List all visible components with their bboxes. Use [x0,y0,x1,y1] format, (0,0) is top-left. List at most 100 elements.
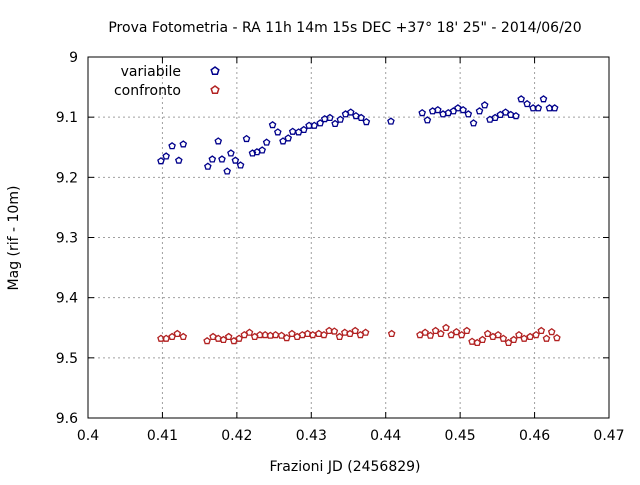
data-point-variabile [162,152,170,160]
data-point-confronto [483,329,492,338]
data-point-confronto [468,337,476,345]
data-point-confronto [431,326,440,335]
x-tick-label: 0.42 [221,428,252,444]
data-point-variabile [168,142,176,150]
data-point-variabile [284,134,293,142]
data-point-variabile [469,119,478,127]
data-point-confronto [509,335,518,344]
data-point-variabile [534,104,543,112]
data-point-confronto [532,330,540,339]
data-point-variabile [157,157,165,165]
data-point-confronto [214,334,223,342]
data-point-variabile [480,101,489,109]
data-point-confronto [173,329,182,338]
data-point-confronto [288,329,296,338]
data-point-confronto [426,331,435,339]
data-point-confronto [209,332,217,341]
data-point-variabile [539,95,548,103]
x-tick-label: 0.4 [77,428,99,444]
y-tick-label: 9.3 [56,231,78,247]
data-point-variabile [268,120,277,129]
data-point-confronto [320,330,328,339]
data-point-confronto [463,326,471,335]
data-point-confronto [547,327,556,336]
data-point-variabile [248,149,257,157]
y-tick-label: 9.1 [56,110,78,126]
x-tick-label: 0.43 [296,428,327,444]
data-point-confronto [245,328,254,336]
data-point-variabile [288,127,297,135]
data-point-variabile [418,108,426,117]
data-point-variabile [208,155,217,163]
data-point-confronto [179,332,188,341]
data-point-variabile [501,108,510,116]
data-point-confronto [457,330,466,339]
y-tick-label: 9 [69,50,78,66]
data-point-variabile [310,121,319,129]
data-point-variabile [204,162,212,170]
x-tick-label: 0.41 [147,428,178,444]
data-marks [157,95,561,347]
data-point-confronto [235,334,243,342]
data-point-confronto [542,334,551,342]
data-point-variabile [506,110,515,118]
x-tick-label: 0.44 [370,428,401,444]
x-tick-label: 0.47 [593,428,624,444]
data-point-confronto [361,328,370,336]
y-tick-label: 9.5 [56,351,78,367]
data-point-variabile [459,105,467,114]
x-tick-label: 0.46 [519,428,550,444]
data-point-confronto [520,334,528,342]
data-point-variabile [475,107,484,115]
data-point-variabile [454,104,462,112]
data-point-variabile [223,167,231,175]
data-point-confronto [340,328,349,336]
data-point-confronto [442,323,450,331]
data-point-variabile [523,99,531,108]
data-point-variabile [550,104,559,112]
data-point-confronto [515,330,523,339]
data-point-confronto [335,332,344,341]
data-point-variabile [214,137,223,145]
data-point-confronto [436,329,445,338]
data-point-variabile [179,140,188,148]
data-point-confronto [421,328,429,336]
data-point-confronto [162,334,170,342]
data-point-variabile [423,116,432,124]
x-tick-label: 0.45 [445,428,476,444]
data-point-confronto [494,330,502,339]
data-point-variabile [174,156,183,164]
data-point-confronto [271,330,280,339]
data-point-confronto [452,327,461,336]
data-point-variabile [227,149,235,157]
data-point-variabile [346,108,355,116]
legend-marker-confronto [210,85,220,94]
data-point-confronto [351,326,360,335]
y-axis-label: Mag (rif - 10m) [6,186,22,291]
data-point-variabile [273,128,282,136]
data-point-variabile [258,146,266,154]
data-point-variabile [231,156,240,164]
data-point-confronto [478,335,487,344]
data-point-confronto [314,329,323,338]
grid [88,57,609,418]
y-tick-label: 9.4 [56,291,78,307]
data-point-variabile [434,105,442,114]
y-tick-label: 9.2 [56,170,78,186]
data-point-confronto [387,329,396,338]
data-point-confronto [553,333,561,342]
data-point-confronto [330,327,339,335]
legend-label-confronto: confronto [114,83,181,99]
data-point-variabile [387,117,395,125]
data-point-confronto [537,326,546,335]
data-point-variabile [236,161,245,169]
data-point-confronto [499,334,508,342]
data-point-variabile [242,134,251,143]
legend: variabile confronto [114,64,220,99]
data-point-variabile [336,115,345,123]
series-variabile [157,95,559,175]
y-tick-label: 9.6 [56,411,78,427]
chart-title: Prova Fotometria - RA 11h 14m 15s DEC +3… [108,20,581,36]
data-point-variabile [362,117,371,126]
